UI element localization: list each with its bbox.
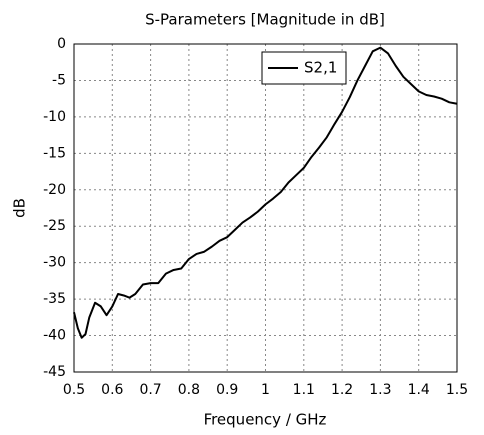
y-tick-label: -25	[43, 218, 66, 234]
x-tick-label: 1.3	[369, 382, 391, 398]
x-tick-label: 0.5	[63, 382, 85, 398]
x-tick-label: 1.5	[446, 382, 468, 398]
x-tick-label: 1	[261, 382, 270, 398]
y-tick-label: -20	[43, 182, 66, 198]
plot-frame	[73, 43, 458, 373]
x-tick-label: 0.8	[178, 382, 200, 398]
data-line	[73, 46, 458, 339]
x-tick-label: 0.6	[101, 382, 123, 398]
x-axis-label: Frequency / GHz	[204, 411, 327, 429]
y-tick-label: -10	[43, 109, 66, 125]
legend-label: S2,1	[304, 59, 337, 77]
chart-title: S-Parameters [Magnitude in dB]	[145, 11, 385, 29]
x-tick-label: 1.4	[408, 382, 430, 398]
x-tick-label: 0.7	[139, 382, 161, 398]
x-tick-label: 1.2	[331, 382, 353, 398]
y-tick-label: -45	[43, 364, 66, 380]
x-tick-label: 0.9	[216, 382, 238, 398]
y-tick-label: 0	[57, 36, 66, 52]
x-tick-label: 1.1	[293, 382, 315, 398]
y-tick-label: -5	[52, 72, 66, 88]
y-tick-label: -15	[43, 145, 66, 161]
y-axis-label: dB	[11, 198, 29, 218]
y-tick-label: -35	[43, 291, 66, 307]
y-tick-label: -30	[43, 255, 66, 271]
y-tick-label: -40	[43, 328, 66, 344]
